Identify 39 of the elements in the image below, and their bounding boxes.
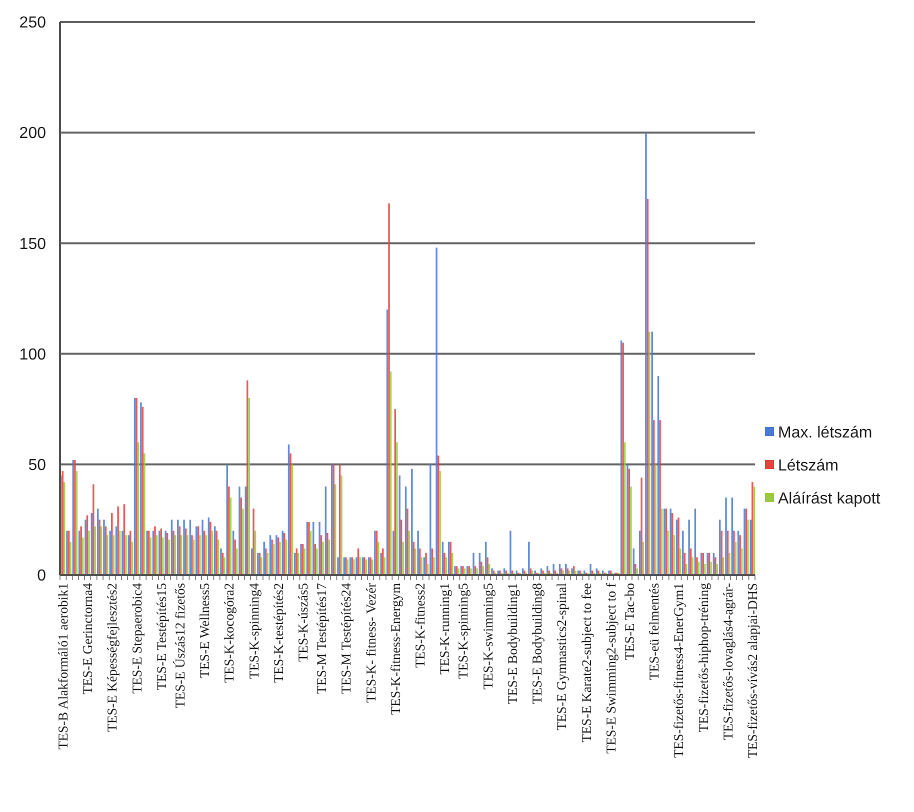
x-tick-label: TES-E Testépítés15 xyxy=(154,582,169,690)
x-tick-label: TES-K-running1 xyxy=(437,583,452,674)
x-tick-label: TES-E Bodybuilding1 xyxy=(504,583,520,704)
y-tick-label: 200 xyxy=(19,125,46,142)
x-tick-label: TES-E Stepaerobic4 xyxy=(129,582,144,694)
x-tick-label: TES-fizetős-fitness4-EnerGym1 xyxy=(671,583,686,758)
x-tick-label: TES-fizetős-hiphop-tréning xyxy=(696,582,711,732)
x-tick-label: TES-E Karate2-subject to fee xyxy=(578,583,594,742)
x-tick-label: TES-E Tac-bo xyxy=(622,582,637,660)
x-tick-label: TES-K-swimming5 xyxy=(480,582,496,690)
x-tick-label: TES-fizetős-vívás2 alapjai-DHS xyxy=(745,583,760,758)
x-tick-label: TES-E Wellness5 xyxy=(196,582,212,678)
x-tick-label: TES-M Testépítés17 xyxy=(314,582,330,694)
x-tick-label: TES-K-úszás5 xyxy=(296,582,311,662)
legend-label: Aláírást kapott xyxy=(778,490,881,508)
x-tick-label: TES-K-kocogóra2 xyxy=(222,583,237,683)
x-tick-label: TES-M Testépítés24 xyxy=(338,582,354,694)
x-tick-label: TES-B Alakformáló1 aerobik1 xyxy=(55,583,70,750)
legend-label: Max. létszám xyxy=(778,424,872,442)
x-tick-label: TES-eü felmentés xyxy=(646,583,662,680)
legend-label: Létszám xyxy=(778,458,838,475)
x-tick-label: TES-E Gymnastics2-spinal xyxy=(554,582,570,730)
y-tick-label: 250 xyxy=(19,14,46,32)
x-tick-label: TES-K-spinning5 xyxy=(456,582,471,679)
x-tick-label: TES-fizetős-lovaglás4-agrár- xyxy=(720,582,736,740)
x-tick-label: TES-E Bodybuilding8 xyxy=(530,582,545,704)
x-tick-label: TES-K- fitness- Vezér xyxy=(363,582,378,703)
y-tick-label: 100 xyxy=(19,346,46,364)
x-tick-label: TES-E Úszás12 fizetős xyxy=(172,583,188,708)
y-tick-label: 50 xyxy=(28,457,46,474)
y-tick-label: 150 xyxy=(19,236,46,253)
x-tick-label: TES-E Swimming2-subject to f xyxy=(603,582,618,754)
x-tick-label: TES-E Képességfejlesztés2 xyxy=(104,583,120,732)
x-tick-label: TES-K-testépítés2 xyxy=(270,583,286,683)
x-tick-label: TES-K-fitness-Energym xyxy=(388,582,403,715)
x-tick-label: TES-K-spinning4 xyxy=(246,582,262,679)
y-tick-label: 0 xyxy=(37,568,46,585)
x-tick-label: TES-K-fitness2 xyxy=(412,583,428,668)
x-tick-label: TES-E Gerinctorna4 xyxy=(80,582,95,694)
